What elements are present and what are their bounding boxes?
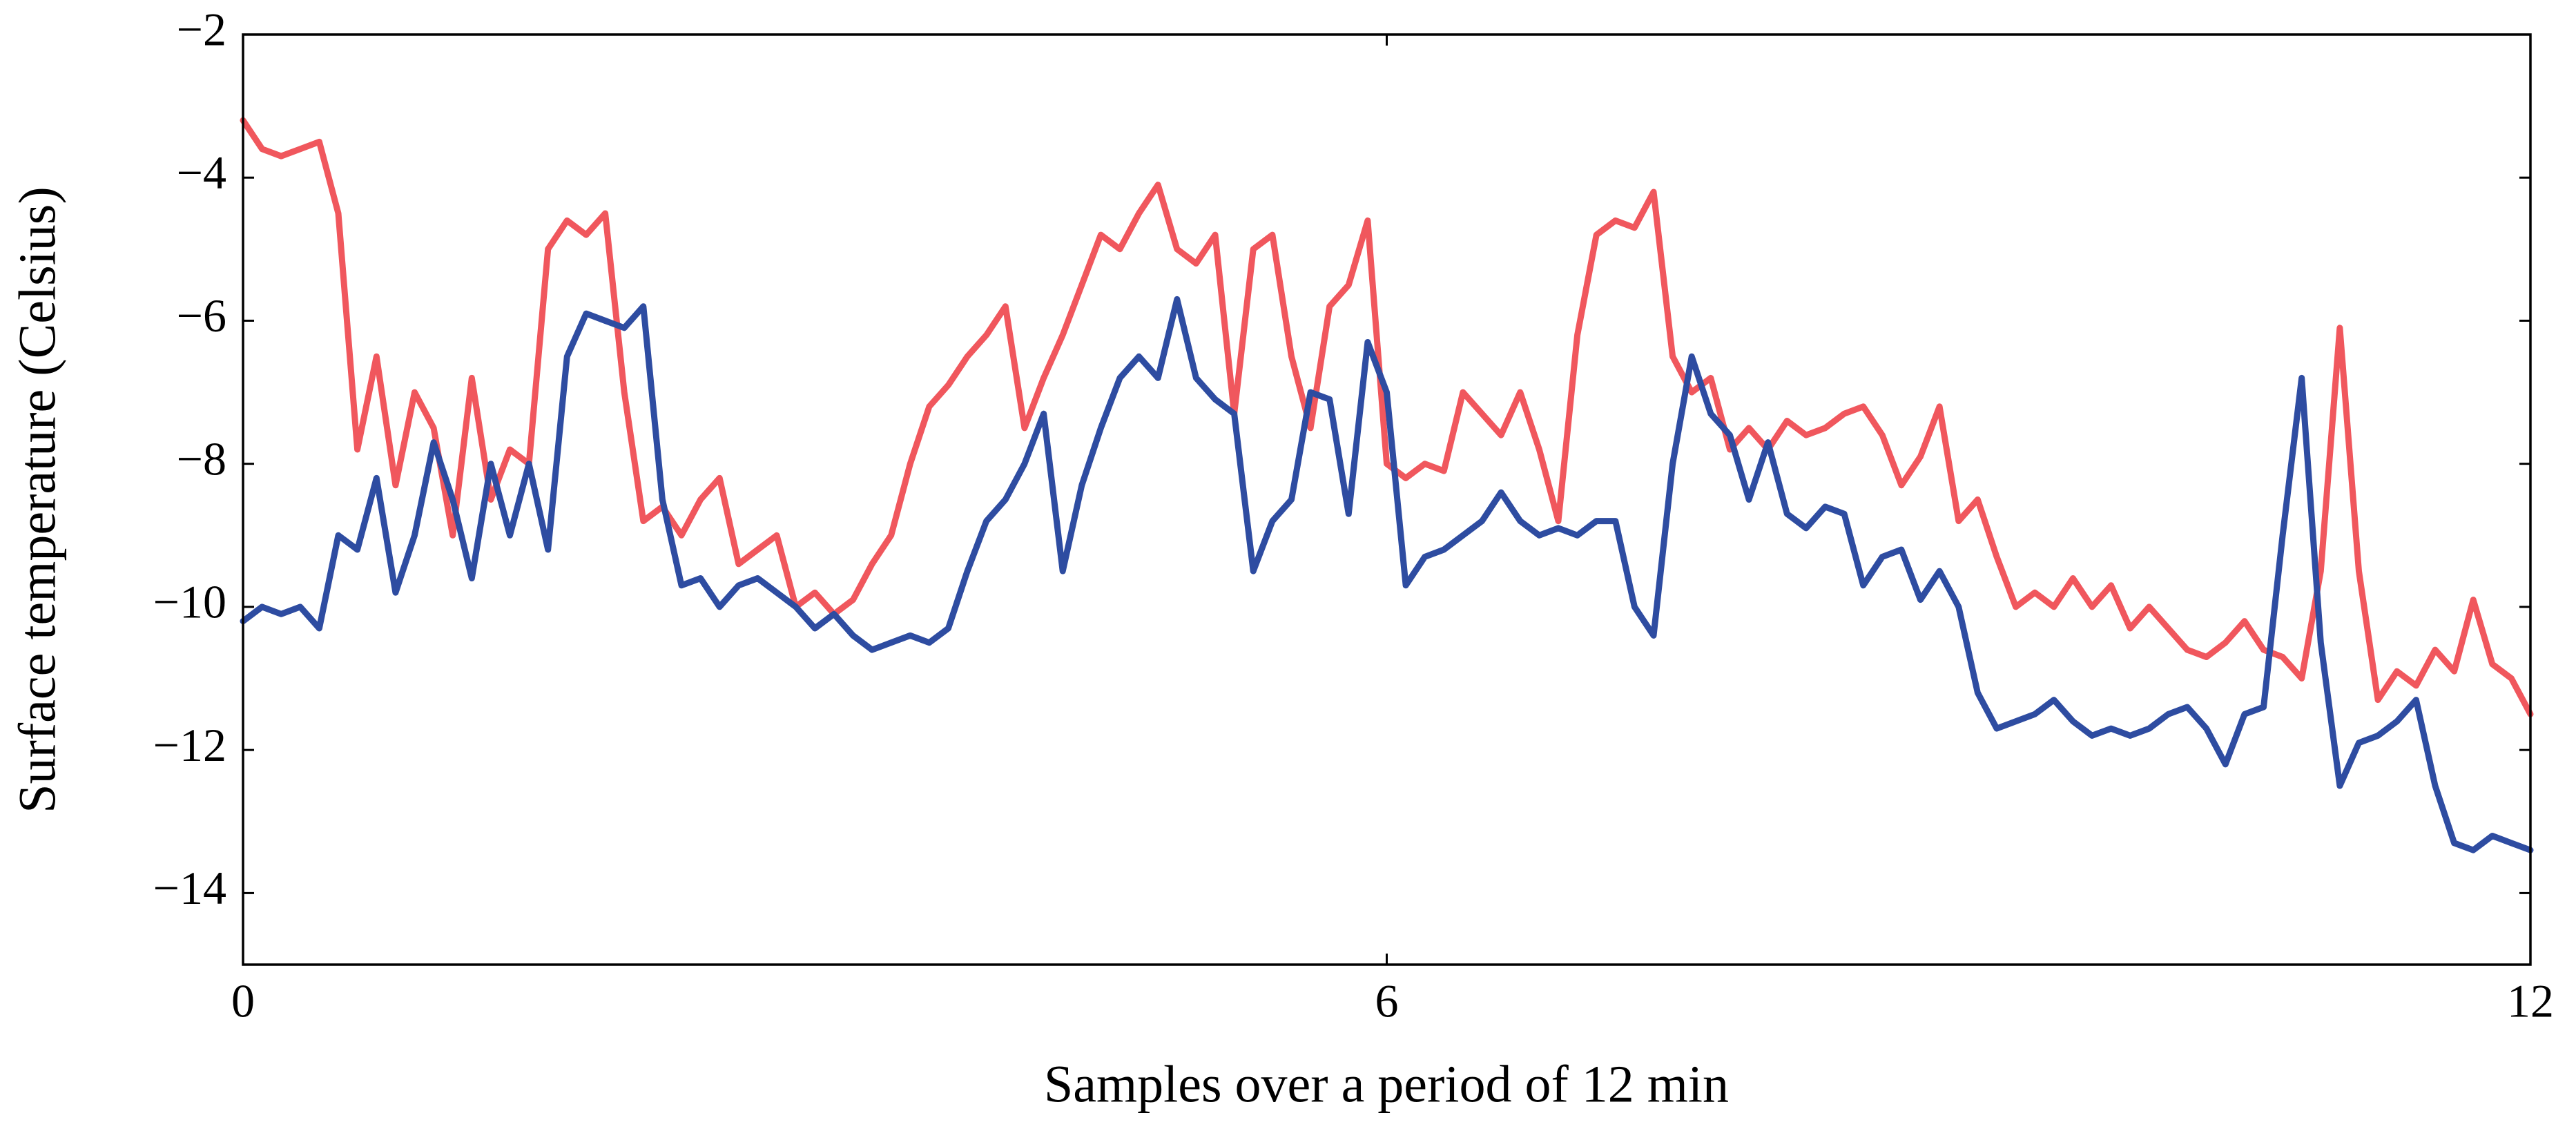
x-tick-label: 12 (2507, 975, 2554, 1027)
y-tick-label: −12 (153, 719, 226, 771)
y-tick-label: −2 (177, 3, 226, 56)
plot-frame (242, 33, 2532, 966)
y-tick-label: −6 (177, 289, 226, 342)
y-axis-label: Surface temperature (Celsius) (8, 186, 66, 813)
y-tick-label: −10 (153, 576, 226, 628)
x-tick-label: 0 (231, 975, 255, 1027)
x-axis-label: Samples over a period of 12 min (1044, 1055, 1729, 1113)
line-series (240, 117, 2534, 717)
line-series (240, 296, 2534, 853)
y-tick-label: −4 (177, 146, 226, 199)
y-tick-label: −14 (153, 862, 226, 914)
x-tick-label: 6 (1375, 975, 1399, 1027)
y-tick-label: −8 (177, 432, 226, 485)
